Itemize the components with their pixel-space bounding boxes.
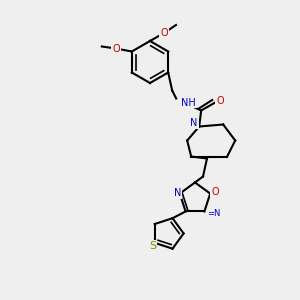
Text: S: S xyxy=(149,241,156,251)
Text: N: N xyxy=(190,118,198,128)
Text: NH: NH xyxy=(181,98,196,107)
Text: O: O xyxy=(112,44,120,53)
Text: =N: =N xyxy=(207,209,221,218)
Text: O: O xyxy=(212,187,219,196)
Text: N: N xyxy=(174,188,182,198)
Text: O: O xyxy=(216,97,224,106)
Text: O: O xyxy=(160,28,168,38)
